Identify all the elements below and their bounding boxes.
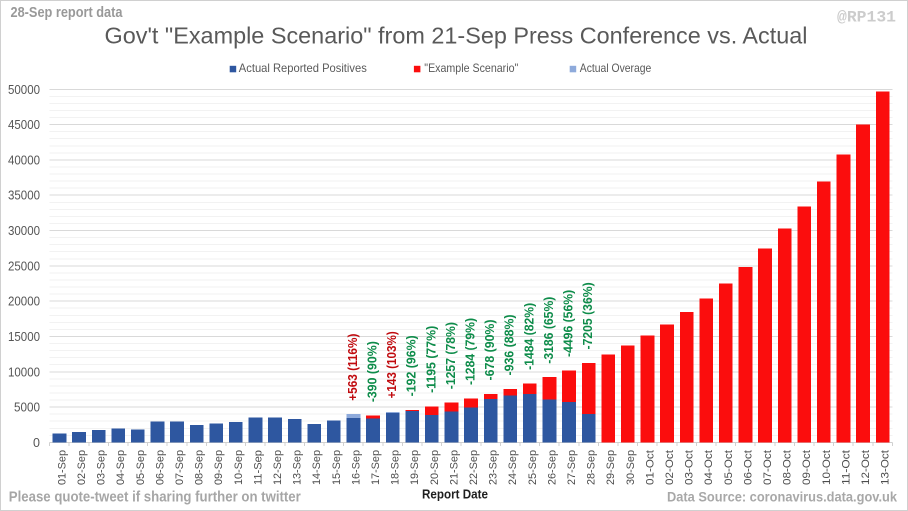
svg-text:24-Sep: 24-Sep <box>507 450 519 485</box>
svg-text:25000: 25000 <box>8 259 40 273</box>
svg-text:Report Date: Report Date <box>422 487 488 502</box>
svg-text:15-Sep: 15-Sep <box>331 450 343 485</box>
svg-text:-7205 (36%): -7205 (36%) <box>581 282 595 349</box>
svg-text:06-Oct: 06-Oct <box>742 450 754 485</box>
svg-text:01-Sep: 01-Sep <box>56 450 68 485</box>
svg-text:09-Oct: 09-Oct <box>801 450 813 485</box>
svg-text:Actual Reported Positives: Actual Reported Positives <box>239 61 367 75</box>
svg-text:-3186 (65%): -3186 (65%) <box>542 297 556 364</box>
svg-text:08-Oct: 08-Oct <box>782 450 794 485</box>
svg-text:22-Sep: 22-Sep <box>468 450 480 485</box>
svg-text:04-Oct: 04-Oct <box>703 450 715 485</box>
svg-text:10-Oct: 10-Oct <box>821 450 833 485</box>
svg-text:11-Oct: 11-Oct <box>840 450 852 485</box>
svg-text:10-Sep: 10-Sep <box>233 450 245 485</box>
svg-text:27-Sep: 27-Sep <box>566 450 578 485</box>
svg-text:-1257 (78%): -1257 (78%) <box>444 322 458 389</box>
svg-text:-1284 (79%): -1284 (79%) <box>464 318 478 385</box>
svg-text:01-Oct: 01-Oct <box>644 450 656 485</box>
svg-text:-936 (88%): -936 (88%) <box>503 314 517 375</box>
svg-text:0: 0 <box>33 436 40 450</box>
svg-text:08-Sep: 08-Sep <box>194 450 206 485</box>
svg-text:Please quote-tweet if sharing: Please quote-tweet if sharing further on… <box>9 489 301 506</box>
svg-text:30-Sep: 30-Sep <box>625 450 637 485</box>
svg-text:@RP131: @RP131 <box>837 9 896 27</box>
svg-text:Data Source: coronavirus.data.: Data Source: coronavirus.data.gov.uk <box>667 490 897 505</box>
svg-text:12-Sep: 12-Sep <box>272 450 284 485</box>
svg-text:15000: 15000 <box>8 330 40 344</box>
svg-text:+563 (116%): +563 (116%) <box>346 334 360 401</box>
svg-text:03-Sep: 03-Sep <box>96 450 108 485</box>
svg-text:21-Sep: 21-Sep <box>448 450 460 485</box>
svg-text:02-Sep: 02-Sep <box>76 450 88 485</box>
svg-text:50000: 50000 <box>8 83 40 97</box>
svg-text:35000: 35000 <box>8 189 40 203</box>
svg-text:03-Oct: 03-Oct <box>684 450 696 485</box>
svg-text:20000: 20000 <box>8 295 40 309</box>
svg-text:18-Sep: 18-Sep <box>390 450 402 485</box>
svg-text:40000: 40000 <box>8 153 40 167</box>
svg-text:+143 (103%): +143 (103%) <box>385 331 399 398</box>
svg-text:-678 (90%): -678 (90%) <box>483 319 497 380</box>
svg-text:10000: 10000 <box>8 365 40 379</box>
svg-text:23-Sep: 23-Sep <box>488 450 500 485</box>
svg-text:Gov't "Example Scenario" from: Gov't "Example Scenario" from 21-Sep Pre… <box>105 23 808 49</box>
svg-text:11-Sep: 11-Sep <box>252 450 264 485</box>
svg-text:14-Sep: 14-Sep <box>311 450 323 485</box>
svg-text:26-Sep: 26-Sep <box>546 450 558 485</box>
svg-text:-192 (96%): -192 (96%) <box>405 335 419 396</box>
svg-text:Actual Overage: Actual Overage <box>580 61 652 75</box>
svg-text:07-Oct: 07-Oct <box>762 450 774 485</box>
svg-text:19-Sep: 19-Sep <box>409 450 421 485</box>
svg-text:30000: 30000 <box>8 224 40 238</box>
svg-text:"Example Scenario": "Example Scenario" <box>424 61 518 75</box>
svg-text:5000: 5000 <box>14 401 40 415</box>
svg-text:16-Sep: 16-Sep <box>350 450 362 485</box>
svg-text:45000: 45000 <box>8 118 40 132</box>
svg-text:09-Sep: 09-Sep <box>213 450 225 485</box>
svg-text:29-Sep: 29-Sep <box>605 450 617 485</box>
svg-text:04-Sep: 04-Sep <box>115 450 127 485</box>
svg-text:07-Sep: 07-Sep <box>174 450 186 485</box>
svg-text:05-Oct: 05-Oct <box>723 450 735 485</box>
svg-text:12-Oct: 12-Oct <box>860 450 872 485</box>
svg-text:-4496 (56%): -4496 (56%) <box>562 290 576 357</box>
svg-text:-390 (90%): -390 (90%) <box>366 341 380 402</box>
svg-text:28-Sep: 28-Sep <box>586 450 598 485</box>
svg-text:05-Sep: 05-Sep <box>135 450 147 485</box>
svg-text:-1195 (77%): -1195 (77%) <box>424 326 438 393</box>
svg-text:28-Sep report data: 28-Sep report data <box>11 5 124 21</box>
svg-text:06-Sep: 06-Sep <box>154 450 166 485</box>
svg-text:25-Sep: 25-Sep <box>527 450 539 485</box>
svg-text:-1484 (82%): -1484 (82%) <box>522 303 536 370</box>
svg-text:13-Oct: 13-Oct <box>880 450 892 485</box>
svg-text:20-Sep: 20-Sep <box>429 450 441 485</box>
svg-text:13-Sep: 13-Sep <box>292 450 304 485</box>
svg-text:17-Sep: 17-Sep <box>370 450 382 485</box>
svg-text:02-Oct: 02-Oct <box>664 450 676 485</box>
